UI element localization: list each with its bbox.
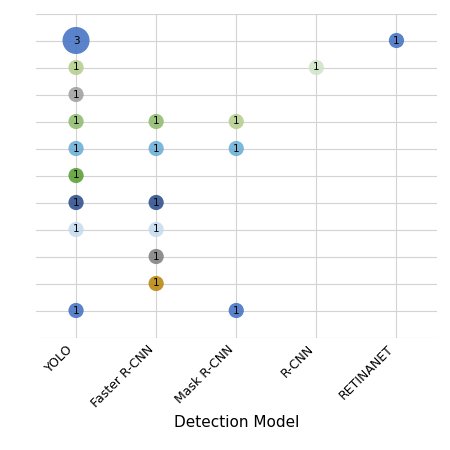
Point xyxy=(233,145,240,152)
Text: 1: 1 xyxy=(153,144,159,153)
Text: 1: 1 xyxy=(73,306,79,315)
Point xyxy=(72,307,80,314)
Text: 1: 1 xyxy=(233,117,239,126)
Point xyxy=(153,199,160,206)
Text: 1: 1 xyxy=(73,225,79,234)
Text: 1: 1 xyxy=(393,36,400,45)
Text: 1: 1 xyxy=(73,90,79,99)
Text: 1: 1 xyxy=(233,306,239,315)
Point xyxy=(72,199,80,206)
X-axis label: Detection Model: Detection Model xyxy=(174,415,299,430)
Point xyxy=(72,145,80,152)
Text: 1: 1 xyxy=(73,63,79,72)
Point xyxy=(153,118,160,125)
Point xyxy=(233,118,240,125)
Text: 1: 1 xyxy=(73,198,79,207)
Text: 1: 1 xyxy=(313,63,320,72)
Point xyxy=(72,37,80,44)
Text: 1: 1 xyxy=(153,252,159,261)
Point xyxy=(72,172,80,179)
Text: 1: 1 xyxy=(153,117,159,126)
Point xyxy=(153,253,160,260)
Text: 1: 1 xyxy=(153,198,159,207)
Point xyxy=(72,91,80,98)
Text: 1: 1 xyxy=(73,171,79,180)
Point xyxy=(393,37,400,44)
Text: 1: 1 xyxy=(73,144,79,153)
Point xyxy=(153,145,160,152)
Point xyxy=(72,118,80,125)
Text: 1: 1 xyxy=(233,144,239,153)
Point xyxy=(313,64,320,71)
Text: 1: 1 xyxy=(153,225,159,234)
Point xyxy=(153,280,160,287)
Text: 1: 1 xyxy=(153,279,159,288)
Text: 3: 3 xyxy=(73,36,79,45)
Point xyxy=(153,226,160,233)
Point xyxy=(72,226,80,233)
Point xyxy=(72,64,80,71)
Text: 1: 1 xyxy=(73,117,79,126)
Point xyxy=(233,307,240,314)
